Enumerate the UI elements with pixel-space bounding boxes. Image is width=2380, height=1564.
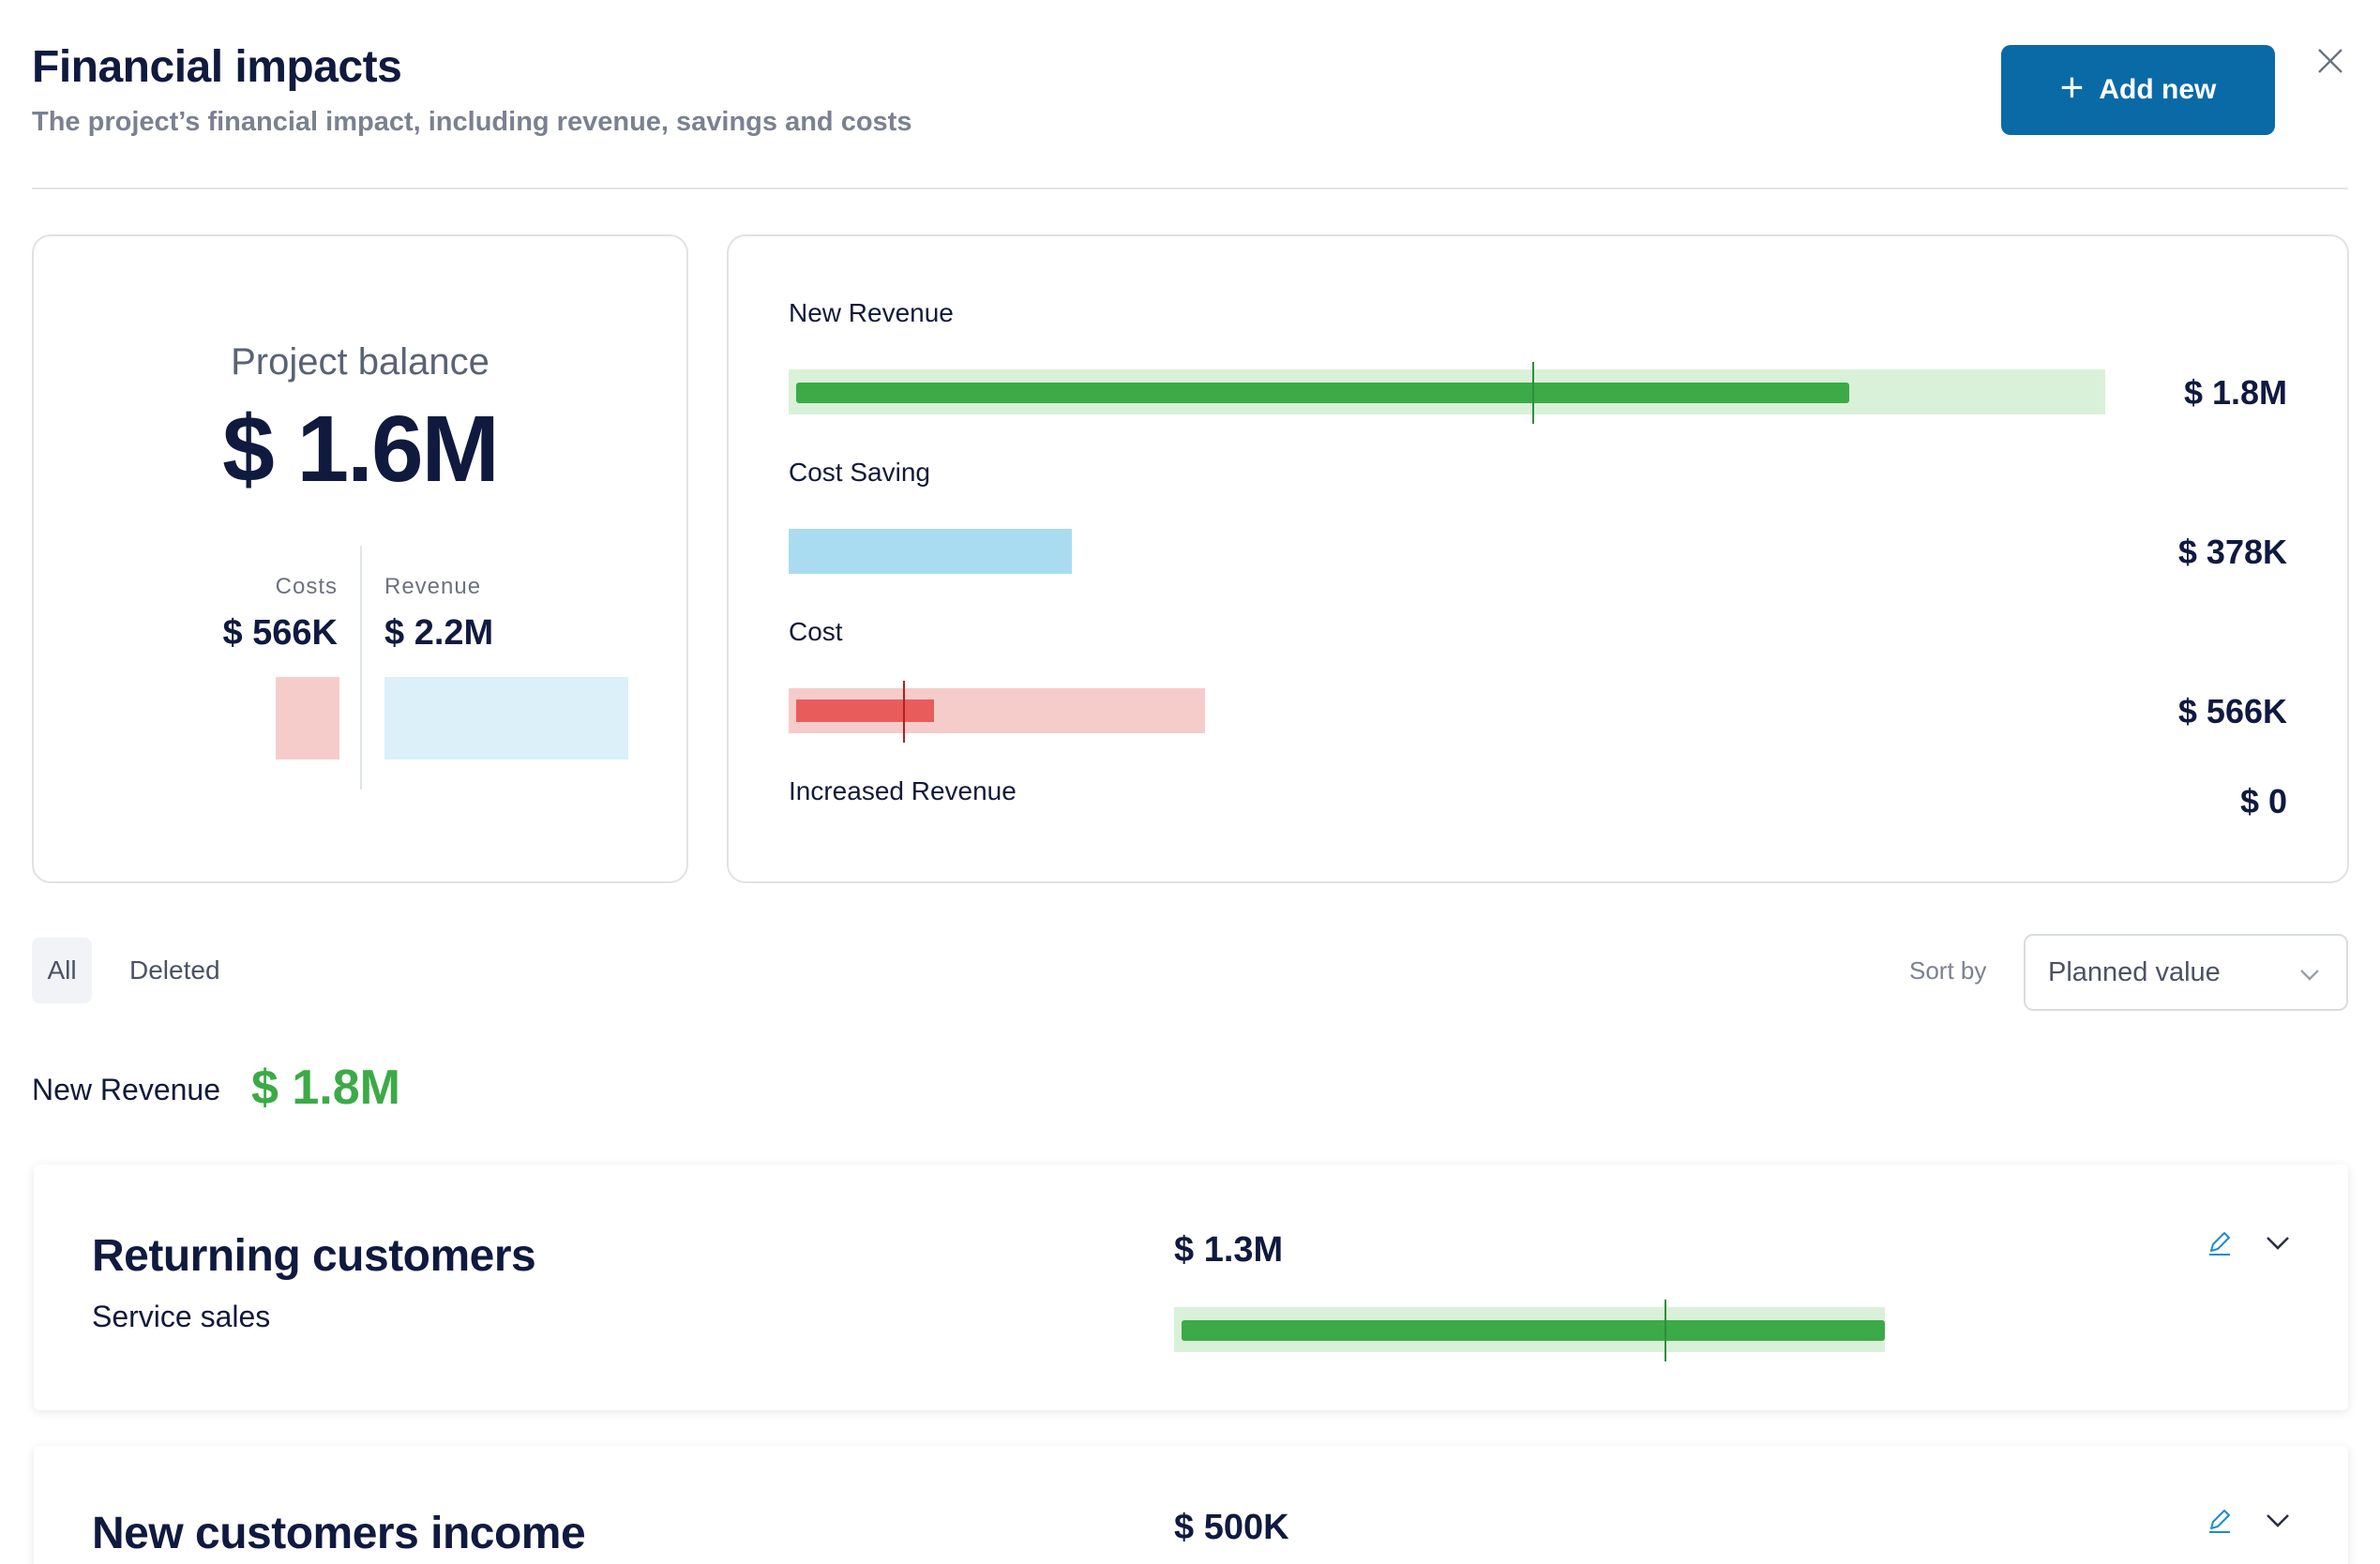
item-bar-marker xyxy=(1664,1300,1666,1361)
revenue-label: Revenue xyxy=(384,574,482,599)
sort-by-label: Sort by xyxy=(1909,956,1987,985)
list-item[interactable]: Returning customers Service sales $ 1.3M xyxy=(34,1165,2348,1410)
item-amount: $ 500K xyxy=(1174,1508,1289,1547)
sort-by-select[interactable]: Planned value xyxy=(2024,934,2348,1011)
cost-bar-bg xyxy=(789,681,1205,743)
cost-bar-fill xyxy=(796,699,934,722)
plus-icon: + xyxy=(2059,65,2085,111)
breakdown-label-new-revenue: New Revenue xyxy=(789,298,954,327)
item-title: New customers income xyxy=(92,1509,586,1558)
balance-value: $ 1.6M xyxy=(222,397,500,502)
chevron-down-icon xyxy=(2297,962,2322,994)
breakdown-label-increased-revenue: Increased Revenue xyxy=(789,776,1017,805)
balance-divider xyxy=(360,546,362,790)
add-new-button[interactable]: + Add new xyxy=(2001,45,2275,135)
costs-label: Costs xyxy=(275,574,338,599)
breakdown-amount-cost: $ 566K xyxy=(2177,692,2287,730)
tab-all[interactable]: All xyxy=(32,938,92,1003)
item-bar-bg xyxy=(1174,1300,1885,1361)
project-balance-card: Project balance $ 1.6M Costs $ 566K Reve… xyxy=(32,234,688,883)
balance-label: Project balance xyxy=(231,341,490,383)
section-title: New Revenue xyxy=(32,1073,220,1106)
page-subtitle: The project’s financial impact, includin… xyxy=(32,107,912,137)
new-revenue-bar-marker xyxy=(1532,362,1534,424)
item-subtitle: Service sales xyxy=(92,1300,271,1333)
item-title: Returning customers xyxy=(92,1231,536,1281)
item-amount: $ 1.3M xyxy=(1174,1230,1284,1270)
new-revenue-bar-fill xyxy=(796,383,1849,403)
add-new-label: Add new xyxy=(2099,74,2217,105)
tab-deleted[interactable]: Deleted xyxy=(129,955,220,985)
list-item[interactable]: New customers income $ 500K xyxy=(34,1446,2348,1564)
costs-value: $ 566K xyxy=(222,613,338,653)
section-amount: $ 1.8M xyxy=(251,1060,400,1115)
page-title: Financial impacts xyxy=(32,42,402,92)
breakdown-amount-increased-revenue: $ 0 xyxy=(2239,782,2287,820)
breakdown-label-cost-saving: Cost Saving xyxy=(789,458,930,487)
edit-icon[interactable] xyxy=(2204,1504,2236,1536)
costs-bar xyxy=(276,677,339,759)
cost-bar-marker xyxy=(903,681,905,743)
breakdown-amount-cost-saving: $ 378K xyxy=(2177,533,2287,571)
new-revenue-bar-bg xyxy=(789,362,2105,424)
chevron-down-icon[interactable] xyxy=(2262,1226,2294,1258)
breakdown-label-cost: Cost xyxy=(789,617,843,646)
revenue-value: $ 2.2M xyxy=(384,613,494,653)
sort-by-value: Planned value xyxy=(2048,956,2221,987)
close-icon[interactable] xyxy=(2307,38,2354,84)
page-header: Financial impacts The project’s financia… xyxy=(32,0,2348,189)
breakdown-amount-new-revenue: $ 1.8M xyxy=(2183,373,2287,412)
revenue-bar xyxy=(384,677,628,759)
edit-icon[interactable] xyxy=(2204,1226,2236,1258)
cost-saving-bar xyxy=(789,529,1072,574)
chevron-down-icon[interactable] xyxy=(2262,1504,2294,1536)
breakdown-card: New Revenue $ 1.8M Cost Saving $ 378K Co… xyxy=(727,234,2349,883)
item-bar-fill xyxy=(1182,1320,1885,1341)
